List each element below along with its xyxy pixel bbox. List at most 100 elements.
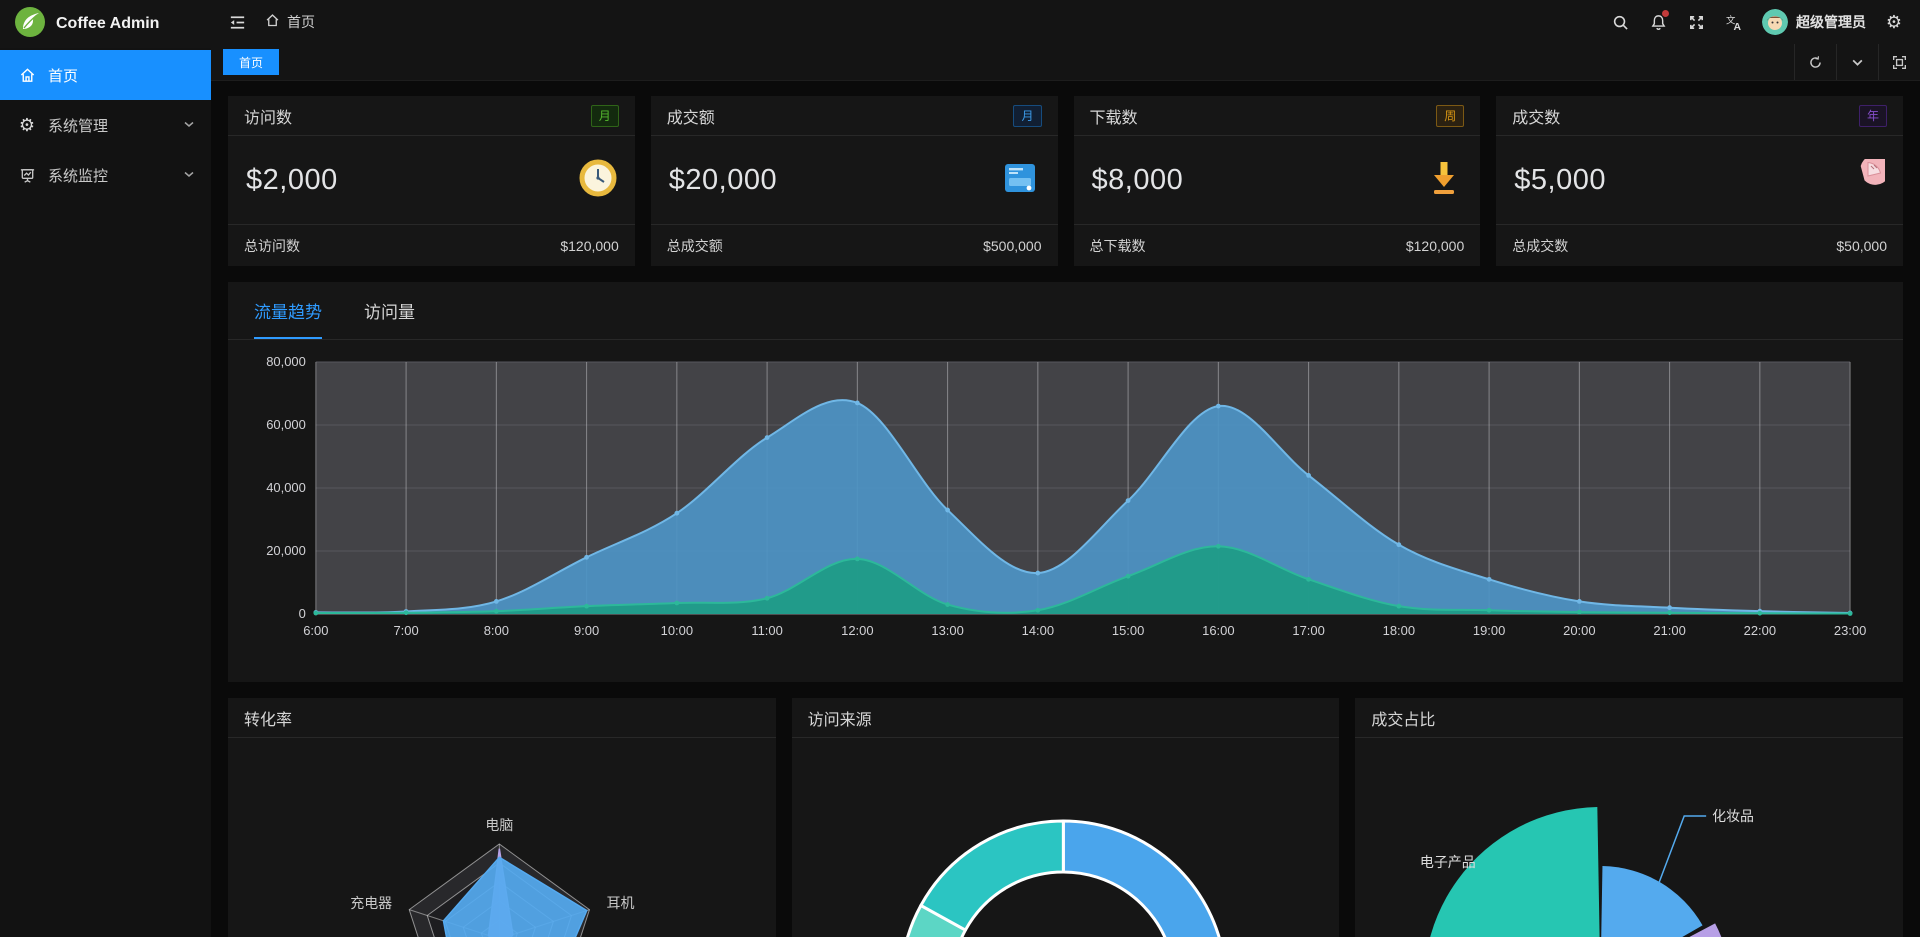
svg-text:19:00: 19:00 xyxy=(1473,623,1505,638)
clock-icon xyxy=(579,159,617,202)
stat-footer-label: 总成交额 xyxy=(666,237,723,254)
period-badge: 年 xyxy=(1858,104,1887,127)
svg-text:18:00: 18:00 xyxy=(1383,623,1415,638)
menu-fold-icon[interactable] xyxy=(227,12,247,32)
stat-value: $20,000 xyxy=(668,163,778,196)
home-icon xyxy=(265,13,280,31)
trend-tabs: 流量趋势 访问量 xyxy=(228,282,1903,340)
monitor-icon xyxy=(18,166,36,184)
traffic-trend-card: 流量趋势 访问量 0 20,000 40,000 60,000 80,000 6:00 7:… xyxy=(228,282,1903,682)
svg-text:8:00: 8:00 xyxy=(484,623,509,638)
period-badge: 周 xyxy=(1436,104,1465,127)
period-badge: 月 xyxy=(590,104,619,127)
fullscreen-icon[interactable] xyxy=(1686,12,1706,32)
gear-icon: ⚙ xyxy=(18,115,36,135)
chevron-down-icon xyxy=(183,167,195,184)
svg-text:0: 0 xyxy=(299,606,306,621)
sidebar-item-home[interactable]: 首页 xyxy=(0,50,211,100)
svg-text:11:00: 11:00 xyxy=(751,623,782,638)
sidebar-menu: 首页 ⚙ 系统管理 系统监控 xyxy=(0,48,211,200)
svg-text:20,000: 20,000 xyxy=(266,543,306,558)
stat-value: $2,000 xyxy=(246,163,338,196)
svg-text:22:00: 22:00 xyxy=(1744,623,1776,638)
visit-source-card: 访问来源 xyxy=(791,698,1340,937)
svg-text:电子产品: 电子产品 xyxy=(1420,854,1476,870)
bottom-card-row: 转化率 电脑 耳机 充电器 访问来源 成交占比 化妆品 电子产品 xyxy=(228,698,1904,937)
svg-text:16:00: 16:00 xyxy=(1202,623,1234,638)
svg-text:文: 文 xyxy=(1725,14,1735,26)
svg-text:15:00: 15:00 xyxy=(1112,623,1144,638)
app-logo-row[interactable]: Coffee Admin xyxy=(0,0,211,48)
chevron-down-icon xyxy=(183,117,195,134)
stat-card-title: 访问数 xyxy=(244,109,293,127)
stat-footer-label: 总下载数 xyxy=(1089,237,1146,254)
stat-value: $5,000 xyxy=(1514,163,1606,196)
period-badge: 月 xyxy=(1013,104,1042,127)
svg-text:80,000: 80,000 xyxy=(266,354,306,369)
sidebar: Coffee Admin 首页 ⚙ 系统管理 系统 xyxy=(0,0,211,937)
stat-footer-value: $120,000 xyxy=(1405,237,1465,254)
conversion-rate-card: 转化率 电脑耳机 充电器 xyxy=(228,698,776,937)
sidebar-item-system-admin[interactable]: ⚙ 系统管理 xyxy=(0,100,211,150)
notification-dot xyxy=(1662,10,1669,17)
card-title: 转化率 xyxy=(244,711,293,729)
download-icon xyxy=(1426,159,1462,202)
avatar xyxy=(1762,9,1788,35)
sidebar-item-label: 系统管理 xyxy=(48,117,109,135)
gear-icon[interactable]: ⚙ xyxy=(1885,12,1903,32)
deal-share-card: 成交占比 化妆品 电子产品 xyxy=(1355,698,1904,937)
stat-card-title: 成交数 xyxy=(1512,109,1561,127)
top-navbar: 首页 文 A xyxy=(211,0,1920,44)
stat-card-downloads: 下载数 周 $8,000 总下载数 $120,000 xyxy=(1073,96,1481,266)
svg-text:12:00: 12:00 xyxy=(841,623,873,638)
card-title: 访问来源 xyxy=(807,711,872,729)
svg-text:耳机: 耳机 xyxy=(607,895,635,911)
app-logo-icon xyxy=(14,6,46,43)
svg-text:化妆品: 化妆品 xyxy=(1712,808,1754,824)
sidebar-item-label: 首页 xyxy=(48,67,79,85)
maximize-icon[interactable] xyxy=(1878,44,1920,80)
svg-text:9:00: 9:00 xyxy=(574,623,599,638)
home-icon xyxy=(18,66,36,84)
svg-text:40,000: 40,000 xyxy=(266,480,306,495)
breadcrumb-label: 首页 xyxy=(287,14,315,30)
svg-text:充电器: 充电器 xyxy=(350,895,392,911)
svg-text:13:00: 13:00 xyxy=(931,623,963,638)
user-menu[interactable]: 超级管理员 xyxy=(1762,9,1866,35)
user-name: 超级管理员 xyxy=(1796,14,1866,30)
page-tabs-bar: 首页 xyxy=(211,44,1920,81)
stat-value: $8,000 xyxy=(1091,163,1184,196)
svg-text:20:00: 20:00 xyxy=(1563,623,1595,638)
svg-text:10:00: 10:00 xyxy=(661,623,693,638)
stat-card-row: 访问数 月 $2,000 总访问数 $120,000 成 xyxy=(228,96,1903,266)
tab-traffic-trend[interactable]: 流量趋势 xyxy=(254,298,322,339)
stat-card-visits: 访问数 月 $2,000 总访问数 $120,000 xyxy=(228,96,635,266)
stat-card-revenue: 成交额 月 $20,000 总成交额 $500,000 xyxy=(650,96,1058,266)
tab-visit-volume[interactable]: 访问量 xyxy=(364,303,415,322)
translate-icon[interactable]: 文 A xyxy=(1724,12,1744,32)
pie-chart-icon xyxy=(1847,154,1891,202)
svg-text:6:00: 6:00 xyxy=(303,623,328,638)
traffic-trend-chart: 0 20,000 40,000 60,000 80,000 6:00 7:00 8:00 9:0… xyxy=(266,354,1866,638)
credit-card-icon xyxy=(1000,161,1040,200)
main-content: 访问数 月 $2,000 总访问数 $120,000 成 xyxy=(211,81,1920,937)
search-icon[interactable] xyxy=(1610,12,1630,32)
breadcrumb[interactable]: 首页 xyxy=(265,12,315,32)
svg-text:7:00: 7:00 xyxy=(393,623,418,638)
sidebar-item-system-monitor[interactable]: 系统监控 xyxy=(0,150,211,200)
stat-card-deals: 成交数 年 $5,000 总成交数 $50,000 xyxy=(1496,96,1903,266)
refresh-icon[interactable] xyxy=(1794,44,1836,80)
stat-card-title: 成交额 xyxy=(666,109,715,127)
bell-icon[interactable] xyxy=(1648,10,1669,32)
chevron-down-icon[interactable] xyxy=(1836,44,1878,80)
stat-footer-value: $500,000 xyxy=(983,237,1042,254)
svg-text:23:00: 23:00 xyxy=(1834,623,1866,638)
svg-text:电脑: 电脑 xyxy=(485,817,513,833)
stat-footer-value: $120,000 xyxy=(560,237,619,254)
svg-text:21:00: 21:00 xyxy=(1653,623,1685,638)
sidebar-item-label: 系统监控 xyxy=(48,167,109,185)
tab-home[interactable]: 首页 xyxy=(223,49,280,75)
stat-card-title: 下载数 xyxy=(1089,109,1138,127)
